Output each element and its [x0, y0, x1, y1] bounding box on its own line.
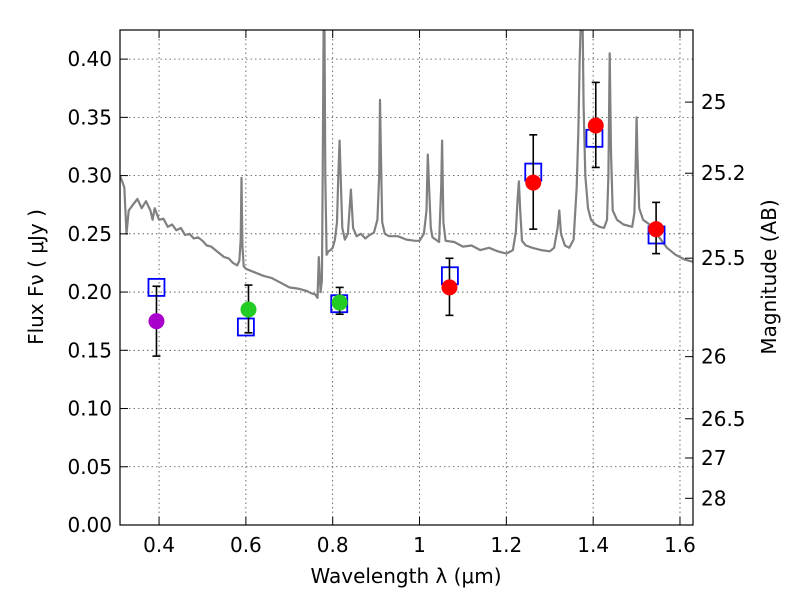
x-tick-label: 1.4 — [577, 533, 609, 557]
y-tick-label: 0.15 — [67, 338, 112, 362]
x-tick-label: 1.6 — [664, 533, 696, 557]
observed-point — [240, 301, 257, 318]
mag-tick-label: 27 — [701, 446, 726, 470]
y-tick-label: 0.40 — [67, 47, 112, 71]
observed-point — [525, 174, 542, 191]
mag-tick-label: 25.5 — [701, 246, 746, 270]
y-tick-label: 0.10 — [67, 397, 112, 421]
mag-tick-label: 26.5 — [701, 407, 746, 431]
spectrum-line — [120, 30, 693, 299]
y-axis-right-title: Magnitude (AB) — [757, 199, 781, 354]
axis-ticks — [120, 30, 693, 526]
plot-frame — [119, 29, 694, 526]
observed-point — [587, 117, 604, 134]
observed-point — [648, 221, 665, 238]
mag-tick-label: 28 — [701, 486, 726, 510]
y-tick-label: 0.30 — [67, 164, 112, 188]
y-tick-label: 0.20 — [67, 280, 112, 304]
mag-tick-label: 25.2 — [701, 161, 746, 185]
model-square — [236, 317, 255, 337]
y-tick-label: 0.00 — [67, 513, 112, 537]
x-tick-label: 1 — [413, 533, 426, 557]
y-axis-title: Flux Fν ( μJy ) — [24, 209, 48, 345]
y-tick-label: 0.25 — [67, 222, 112, 246]
x-tick-label: 0.4 — [143, 533, 175, 557]
x-tick-label: 0.8 — [317, 533, 349, 557]
tick-labels: 0.4 0.6 0.8 1 1.2 1.4 1.6 0.00 0.05 0.10 0.15 0.20 0… — [67, 47, 745, 557]
mag-tick-label: 25 — [701, 90, 726, 114]
observed-photometry-markers — [148, 81, 665, 357]
observed-point — [148, 313, 165, 330]
observed-point — [441, 279, 458, 296]
y-tick-label: 0.05 — [67, 455, 112, 479]
x-tick-label: 1.2 — [490, 533, 522, 557]
y-tick-label: 0.35 — [67, 105, 112, 129]
mag-tick-label: 26 — [701, 345, 726, 369]
x-tick-label: 0.6 — [230, 533, 262, 557]
grid — [120, 30, 693, 526]
observed-point — [331, 294, 348, 311]
x-axis-title: Wavelength λ (μm) — [310, 564, 501, 588]
